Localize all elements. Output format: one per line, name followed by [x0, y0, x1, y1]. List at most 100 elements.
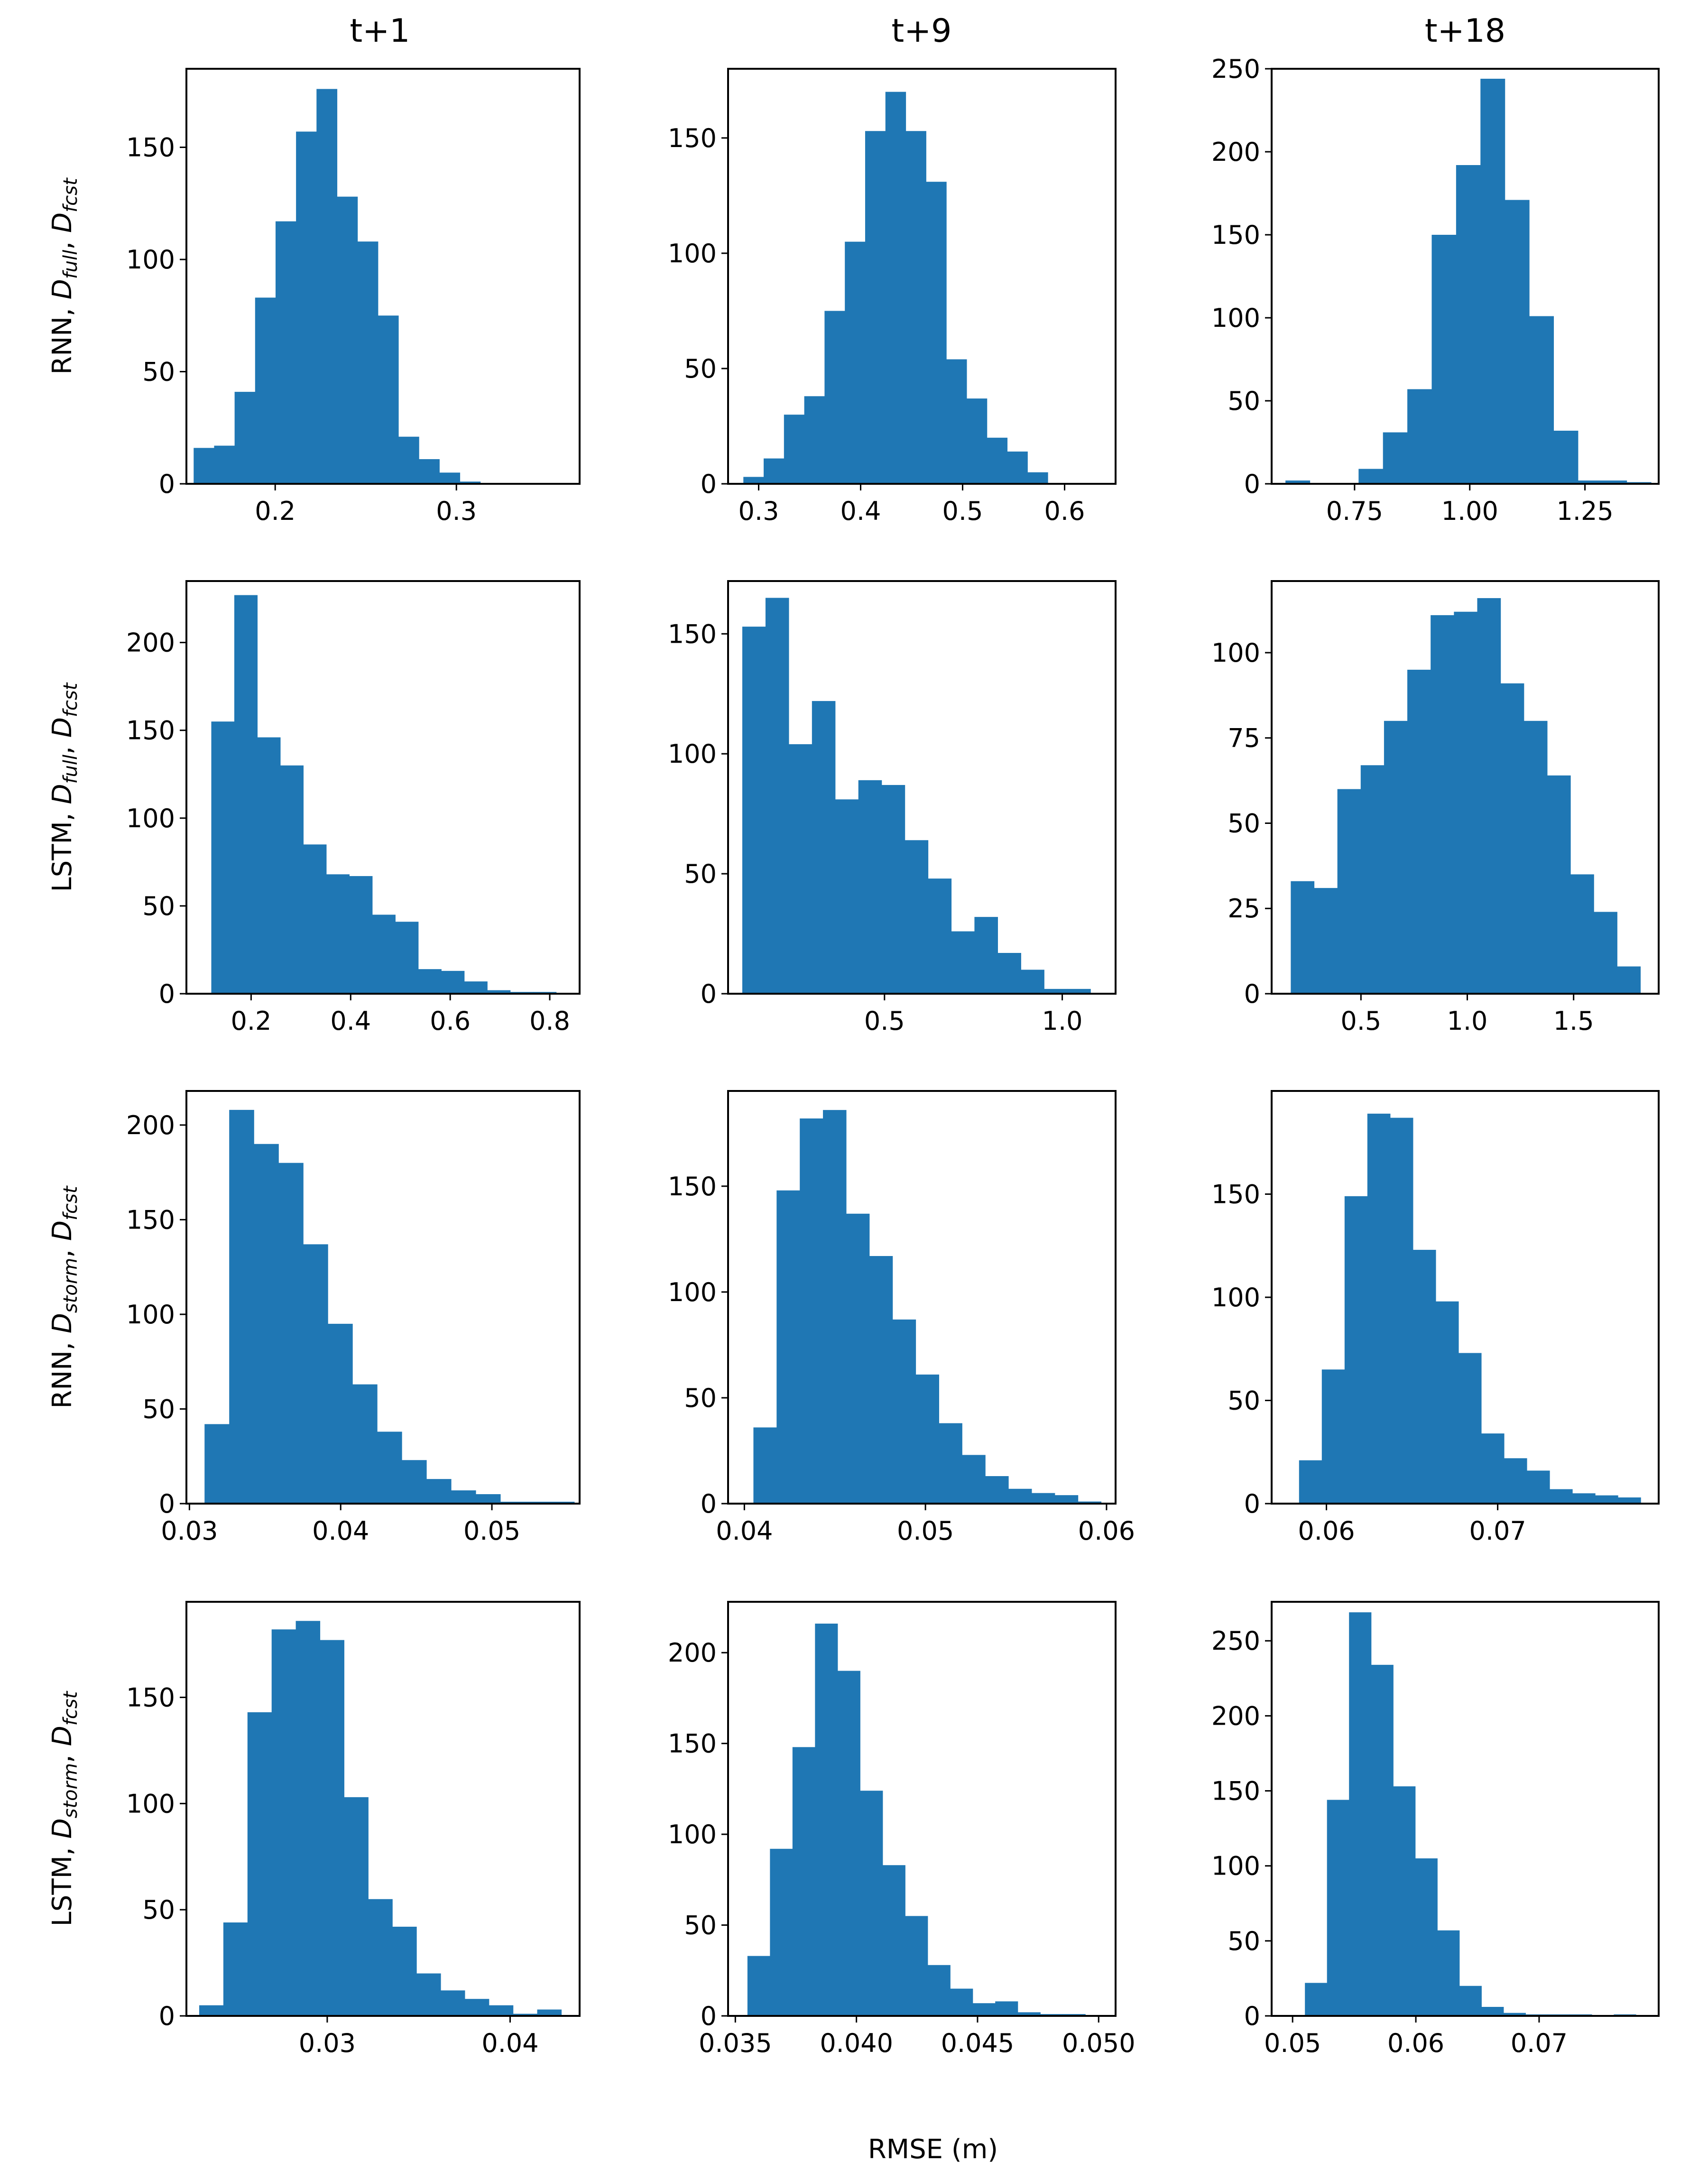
histogram-bar [1044, 988, 1068, 994]
x-tick-label: 0.07 [1469, 1516, 1526, 1546]
histogram-bar [905, 840, 929, 994]
axes-frame [185, 580, 581, 995]
histogram-bar [1384, 721, 1408, 994]
x-tick-label: 0.05 [1264, 2028, 1321, 2058]
histogram-bar [487, 990, 511, 994]
histogram-bar [255, 297, 276, 484]
histogram-bar [1456, 165, 1481, 484]
histogram-bar [1067, 988, 1091, 994]
histogram-panel-r0-c2: 0.75 1.00 1.25 0 50 100 150 200 250 [1211, 54, 1660, 526]
y-tick-label: 200 [1211, 1701, 1260, 1731]
histogram-bar [915, 1374, 939, 1504]
histogram-bar [1431, 235, 1457, 484]
histogram-bar [928, 878, 952, 994]
histogram-bar [357, 241, 379, 484]
histogram-bar [328, 1323, 353, 1504]
histogram-bar [1027, 472, 1048, 484]
y-tick-label: 150 [668, 619, 717, 649]
histogram-bar [985, 1476, 1009, 1504]
row-label-3: RNN, Dstorm, Dfcst [47, 1185, 82, 1408]
histogram-bar [211, 721, 235, 994]
histogram-bar [1617, 966, 1641, 994]
histogram-bar [1477, 598, 1501, 994]
x-tick-label: 0.2 [231, 1006, 271, 1036]
histogram-bar [426, 1479, 452, 1504]
y-tick-label: 250 [1211, 54, 1260, 84]
x-axis-label: RMSE (m) [868, 2134, 998, 2165]
y-tick-label: 0 [159, 2001, 175, 2031]
y-tick-label: 200 [126, 628, 175, 658]
histogram-bar [1393, 1786, 1416, 2016]
histogram-bar [1503, 2013, 1526, 2016]
histogram-bar [1383, 432, 1408, 484]
y-tick-label: 50 [142, 357, 175, 387]
x-tick-label: 0.06 [1078, 1516, 1135, 1546]
histogram-bar [489, 2005, 514, 2016]
y-tick-label: 50 [142, 891, 175, 921]
histogram-bar [1481, 1433, 1505, 1504]
histogram-bar [764, 458, 785, 484]
y-tick-label: 0 [1244, 2001, 1260, 2031]
y-tick-label: 150 [1211, 220, 1260, 250]
histogram-bar [1459, 1986, 1482, 2016]
y-tick-label: 0 [701, 979, 717, 1009]
histogram-bar [349, 876, 373, 994]
y-tick-label: 100 [668, 1277, 717, 1307]
axes-frame [1271, 580, 1660, 995]
axes-frame [727, 1090, 1117, 1505]
histogram-panel-r1-c2: 0.5 1.0 1.5 0 25 50 75 100 [1211, 580, 1660, 1036]
histogram-bar [962, 1455, 986, 1504]
x-tick-label: 0.5 [1340, 1006, 1381, 1036]
histogram-bar [1337, 789, 1361, 994]
x-tick-label: 0.2 [255, 496, 295, 526]
x-tick-label: 0.5 [864, 1006, 905, 1036]
histogram-bar [303, 844, 327, 994]
histogram-bar [513, 2014, 538, 2016]
y-tick-label: 100 [126, 245, 175, 275]
histogram-panel-r3-c2: 0.05 0.06 0.07 0 50 100 150 200 250 [1211, 1601, 1660, 2058]
histogram-bar [1602, 480, 1627, 484]
x-tick-label: 0.06 [1298, 1516, 1355, 1546]
histogram-bar [1526, 1470, 1550, 1504]
histogram-bar [1523, 721, 1548, 994]
histogram-bar [234, 392, 256, 484]
histogram-bar [966, 398, 988, 484]
histogram-bar [1572, 1493, 1596, 1504]
histogram-bar [846, 1213, 870, 1504]
histogram-bar [815, 1623, 838, 2016]
histogram-bar [743, 477, 764, 484]
row-labels: RNN, Dfull, Dfcst LSTM, Dfull, Dfcst RNN, … [47, 177, 82, 1926]
y-tick-label: 0 [701, 2001, 717, 2031]
histogram-panel-r2-c2: 0.06 0.07 0 50 100 150 [1211, 1090, 1660, 1546]
histogram-bar [997, 953, 1021, 994]
histogram-bar [537, 2009, 562, 2016]
y-tick-label: 100 [1211, 1283, 1260, 1312]
y-tick-label: 0 [701, 1489, 717, 1519]
y-tick-label: 150 [668, 123, 717, 153]
histogram-bar [1550, 1489, 1573, 1504]
histogram-panel-r1-c0: 0.2 0.4 0.6 0.8 0 50 100 150 200 [126, 580, 581, 1036]
histogram-bar [392, 1926, 417, 2016]
histogram-bar [1454, 611, 1478, 994]
histogram-bar [418, 969, 442, 994]
histogram-bar [753, 1427, 777, 1504]
x-tick-label: 1.25 [1556, 496, 1613, 526]
histogram-bar [194, 448, 215, 484]
histogram-bar [377, 1432, 402, 1504]
histogram-bar [1578, 480, 1603, 484]
histogram-bar [1349, 1612, 1372, 2016]
histogram-bar [303, 1244, 328, 1504]
y-tick-label: 100 [668, 1820, 717, 1849]
row-label-2: LSTM, Dfull, Dfcst [47, 682, 82, 892]
histogram-bar [1078, 1501, 1102, 1504]
histogram-bar [1413, 1249, 1436, 1504]
x-tick-label: 0.4 [330, 1006, 371, 1036]
histogram-bar [1570, 874, 1594, 994]
histogram-bar [1594, 912, 1617, 994]
y-tick-label: 150 [1211, 1776, 1260, 1806]
histogram-bar [1618, 1497, 1641, 1504]
x-tick-label: 0.045 [941, 2028, 1015, 2058]
histogram-bar [395, 922, 419, 994]
